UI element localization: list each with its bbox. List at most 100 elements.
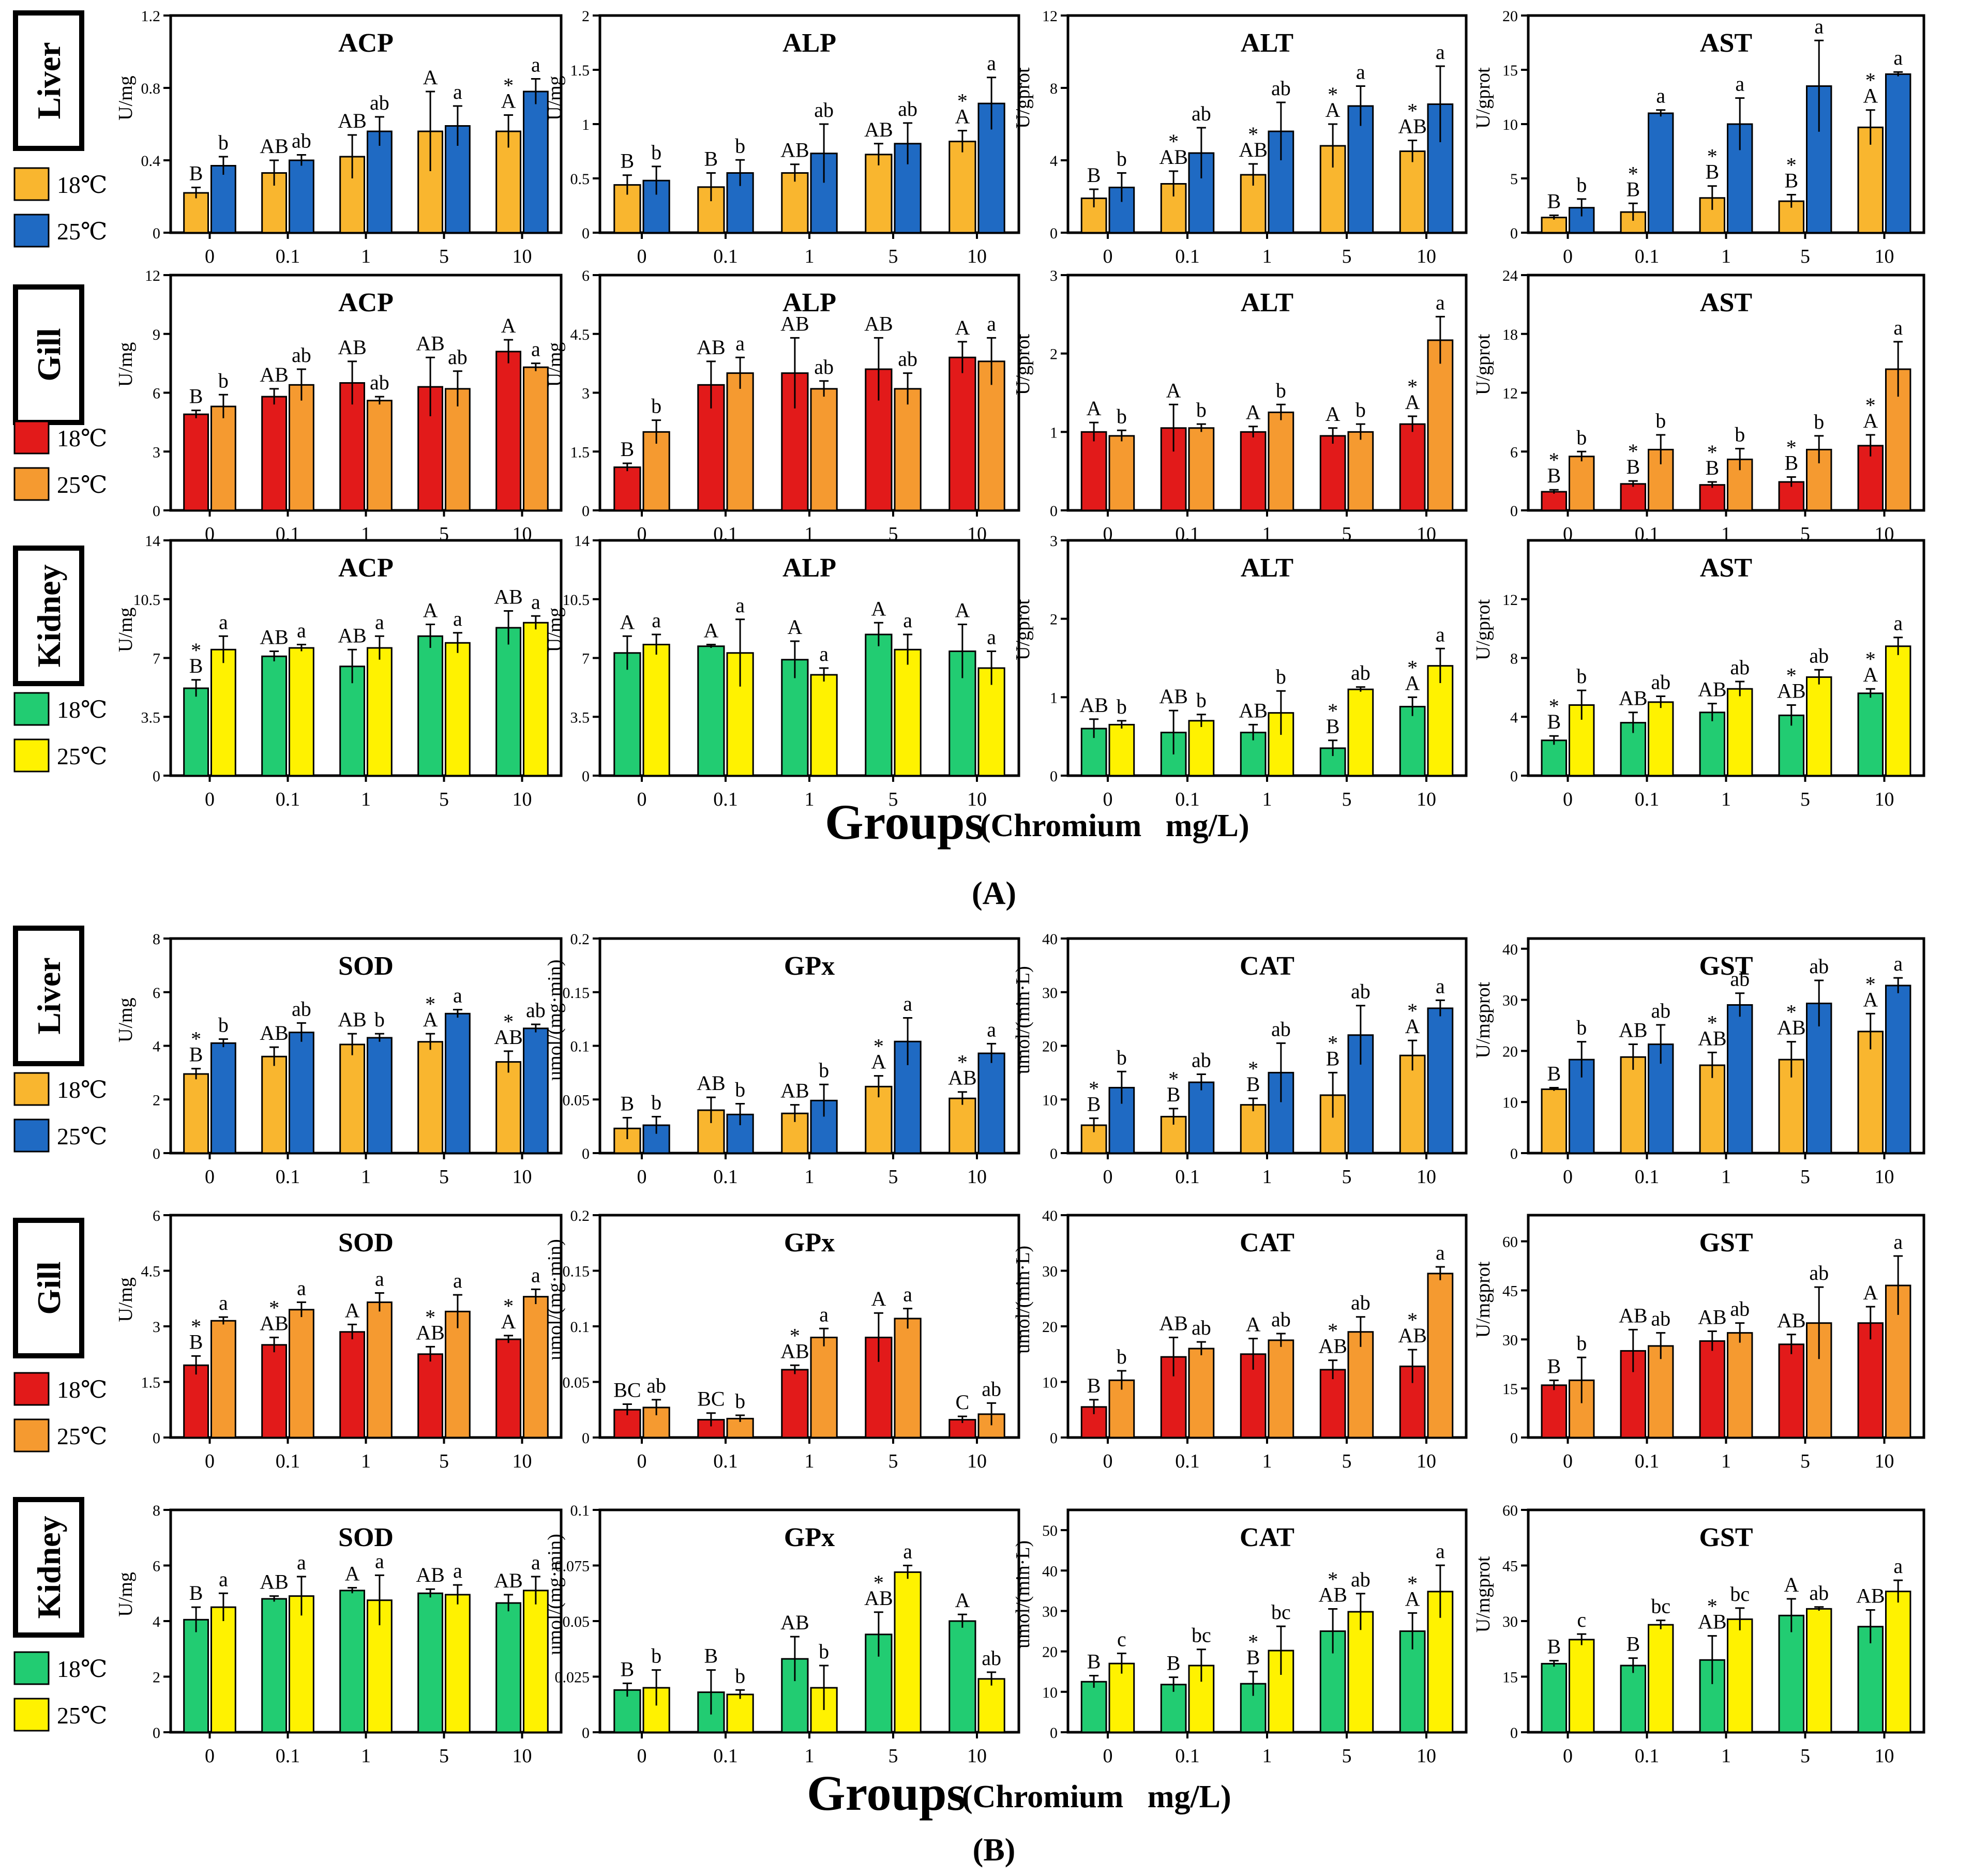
tissue-name: Kidney: [31, 1516, 67, 1618]
significance-label: AB: [780, 1611, 809, 1634]
x-tick-label: 1: [361, 523, 371, 545]
significance-label: c: [1577, 1608, 1586, 1631]
bar-25c: [1427, 1273, 1454, 1439]
significance-label: a: [903, 1283, 912, 1306]
bar-18c: [1620, 1665, 1647, 1733]
significance-label: b: [1356, 398, 1366, 421]
significance-label: AB: [1318, 1335, 1347, 1358]
significance-label: a: [1893, 952, 1903, 975]
panel-label-b: (B): [973, 1833, 1016, 1868]
chart-title: GPx: [784, 1523, 835, 1552]
significance-label: b: [1814, 410, 1824, 433]
significance-label: ab: [1271, 1017, 1291, 1040]
significance-star: *: [1707, 145, 1718, 168]
chart-23: 01020304050umol/(min·L)CAT0Bc0.1Bbc1B*bc…: [1012, 1508, 1468, 1767]
y-tick-label: 0.15: [563, 985, 590, 1002]
bar-18c: [495, 351, 522, 511]
x-tick-label: 1: [805, 1745, 815, 1767]
y-tick-label: 8: [153, 1502, 160, 1519]
significance-label: AB: [864, 1586, 893, 1610]
significance-label: a: [987, 1018, 996, 1041]
x-tick-label: 10: [1417, 1450, 1436, 1472]
chart-title: AST: [1700, 28, 1752, 58]
y-tick-label: 14: [145, 533, 160, 550]
significance-label: AB: [697, 1071, 726, 1095]
significance-label: ab: [1651, 670, 1670, 693]
x-tick-label: 5: [1342, 1166, 1352, 1188]
x-tick-label: 1: [361, 789, 371, 810]
tissue-block-2: Gill 18℃ 25℃: [13, 284, 107, 501]
x-tick-label: 0.1: [1635, 523, 1660, 545]
significance-star: *: [1407, 375, 1418, 398]
significance-label: A: [1326, 98, 1341, 122]
bar-18c: [781, 172, 809, 234]
significance-label: B: [1547, 1635, 1561, 1658]
significance-star: *: [1865, 69, 1876, 92]
x-tick-label: 10: [513, 1745, 532, 1767]
x-tick-label: 0: [637, 789, 647, 810]
y-tick-label: 0: [582, 1145, 590, 1162]
significance-label: AB: [1159, 145, 1188, 169]
bar-18c: [1699, 484, 1726, 511]
bar-25c: [810, 674, 838, 777]
significance-label: A: [871, 1287, 886, 1310]
significance-label: a: [903, 992, 912, 1016]
legend-label: 25℃: [57, 472, 107, 498]
x-tick-label: 5: [1342, 1745, 1352, 1767]
y-tick-label: 40: [1042, 1563, 1058, 1580]
chart-title: AST: [1700, 288, 1752, 317]
significance-star: *: [1328, 83, 1338, 106]
y-axis-label: U/gprot: [1012, 67, 1034, 129]
significance-label: A: [787, 615, 802, 639]
x-tick-label: 0.1: [1175, 523, 1200, 545]
x-tick-label: 1: [361, 1450, 371, 1472]
chart-title: ACP: [338, 288, 394, 317]
bar-25c: [1806, 676, 1832, 777]
significance-label: a: [1436, 974, 1445, 997]
y-tick-label: 4: [1510, 709, 1518, 726]
significance-label: AB: [1619, 1304, 1648, 1327]
x-tick-label: 0.1: [713, 523, 738, 545]
x-tick-label: 0: [637, 1745, 647, 1767]
bar-25c: [289, 384, 314, 511]
significance-star: *: [873, 1571, 884, 1594]
significance-star: *: [1407, 99, 1418, 123]
x-tick-label: 10: [513, 246, 532, 267]
bar-25c: [894, 1571, 922, 1733]
y-tick-label: 45: [1502, 1282, 1518, 1299]
chart-title: SOD: [338, 1523, 394, 1552]
x-tick-label: 10: [1875, 789, 1894, 810]
legend-swatch-25c: [13, 1418, 50, 1453]
significance-label: ab: [1730, 1297, 1750, 1321]
bar-18c: [1541, 739, 1568, 777]
significance-label: A: [1326, 402, 1341, 426]
significance-label: a: [375, 1549, 384, 1572]
significance-label: A: [620, 610, 635, 633]
bar-25c: [289, 159, 314, 234]
x-tick-label: 5: [439, 789, 449, 810]
significance-label: B: [1087, 163, 1101, 187]
bar-18c: [417, 1353, 444, 1439]
significance-label: bc: [1651, 1595, 1670, 1618]
y-tick-label: 20: [1042, 1644, 1058, 1661]
bar-25c: [210, 648, 236, 777]
significance-label: a: [987, 312, 996, 335]
significance-label: B: [1326, 715, 1340, 738]
bar-25c: [1648, 701, 1674, 777]
significance-label: a: [531, 53, 540, 77]
y-tick-label: 2: [153, 1092, 160, 1109]
significance-label: B: [621, 1657, 635, 1681]
bar-25c: [1188, 427, 1215, 511]
significance-star: *: [191, 1027, 201, 1051]
chart-title: ALT: [1241, 28, 1293, 58]
y-tick-label: 8: [1510, 650, 1518, 668]
x-tick-label: 5: [439, 1450, 449, 1472]
legend-label: 25℃: [57, 1123, 107, 1149]
significance-label: B: [704, 147, 718, 171]
bar-25c: [445, 1012, 471, 1154]
significance-label: ab: [292, 343, 311, 367]
